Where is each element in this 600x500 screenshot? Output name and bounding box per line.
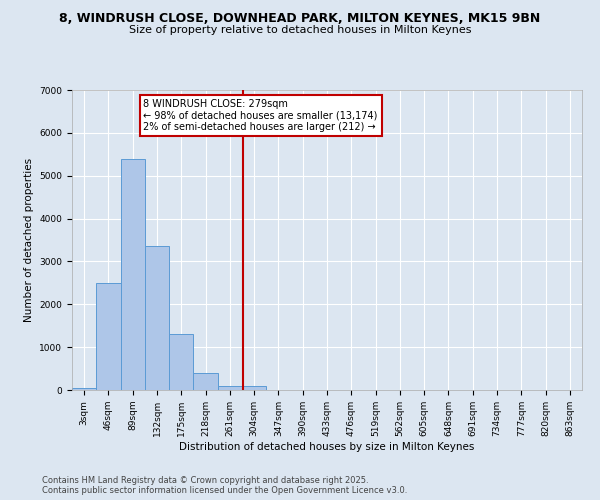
Bar	[218, 386, 242, 390]
Bar	[72, 388, 96, 390]
Bar	[121, 158, 145, 390]
Text: Contains public sector information licensed under the Open Government Licence v3: Contains public sector information licen…	[42, 486, 407, 495]
Bar	[145, 246, 169, 390]
Bar	[169, 334, 193, 390]
Text: 8 WINDRUSH CLOSE: 279sqm
← 98% of detached houses are smaller (13,174)
2% of sem: 8 WINDRUSH CLOSE: 279sqm ← 98% of detach…	[143, 99, 378, 132]
Bar	[193, 373, 218, 390]
X-axis label: Distribution of detached houses by size in Milton Keynes: Distribution of detached houses by size …	[179, 442, 475, 452]
Y-axis label: Number of detached properties: Number of detached properties	[24, 158, 34, 322]
Text: Contains HM Land Registry data © Crown copyright and database right 2025.: Contains HM Land Registry data © Crown c…	[42, 476, 368, 485]
Text: 8, WINDRUSH CLOSE, DOWNHEAD PARK, MILTON KEYNES, MK15 9BN: 8, WINDRUSH CLOSE, DOWNHEAD PARK, MILTON…	[59, 12, 541, 26]
Bar	[96, 283, 121, 390]
Bar	[242, 386, 266, 390]
Text: Size of property relative to detached houses in Milton Keynes: Size of property relative to detached ho…	[129, 25, 471, 35]
